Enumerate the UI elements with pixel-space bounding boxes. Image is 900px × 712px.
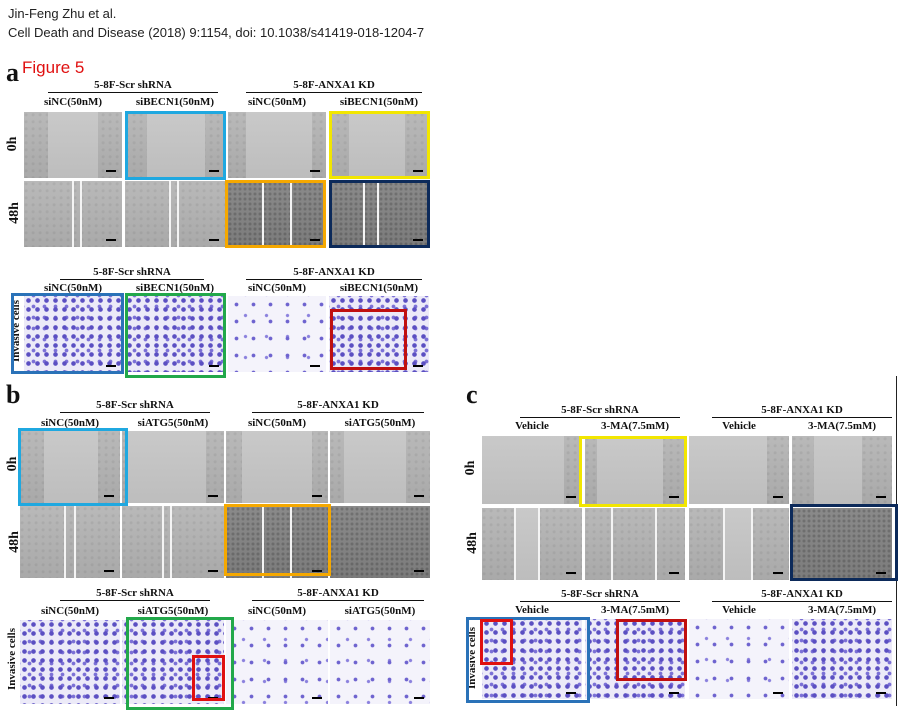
panel-b-row-invasive: Invasive cells xyxy=(6,627,18,691)
panel-a-scratch-cond1: siNC(50nM) xyxy=(43,96,103,108)
panel-c-scratch-group2: 5-8F-ANXA1 KD xyxy=(712,404,892,418)
scratch-image xyxy=(482,436,582,504)
panel-c-row-48h: 48h xyxy=(465,532,480,554)
panel-c-inv-cond2: 3-MA(7.5mM) xyxy=(600,604,670,616)
panel-b-inv-cond2: siATG5(50nM) xyxy=(137,605,209,617)
scratch-image xyxy=(20,431,120,503)
scratch-image xyxy=(689,436,789,504)
scratch-image xyxy=(226,506,328,578)
citation-line: Cell Death and Disease (2018) 9:1154, do… xyxy=(8,25,425,40)
panel-c-scratch-cond1: Vehicle xyxy=(515,420,549,432)
author-line: Jin-Feng Zhu et al. xyxy=(8,6,117,21)
panel-b-inv-group1: 5-8F-Scr shRNA xyxy=(60,587,210,601)
panel-a-inv-cond4: siBECN1(50nM) xyxy=(339,282,419,294)
panel-c-inv-cond3: Vehicle xyxy=(722,604,756,616)
panel-a-inv-group1: 5-8F-Scr shRNA xyxy=(60,266,204,280)
panel-b-letter: b xyxy=(6,380,21,409)
panel-b-scratch-group2: 5-8F-ANXA1 KD xyxy=(252,399,424,413)
panel-b-row-0h: 0h xyxy=(5,456,20,472)
panel-b-inv-group2: 5-8F-ANXA1 KD xyxy=(252,587,424,601)
panel-b-inv-cond3: siNC(50nM) xyxy=(247,605,307,617)
figure-label: Figure 5 xyxy=(22,58,85,77)
scratch-image xyxy=(792,508,892,580)
panel-a-scratch-group2: 5-8F-ANXA1 KD xyxy=(246,79,422,93)
scratch-image xyxy=(329,181,429,247)
panel-c-scratch-cond2: 3-MA(7.5mM) xyxy=(600,420,670,432)
panel-a-row-48h: 48h xyxy=(7,202,22,224)
scratch-image xyxy=(330,431,430,503)
panel-c-scratch-group1: 5-8F-Scr shRNA xyxy=(520,404,680,418)
panel-c-scratch-cond4: 3-MA(7.5mM) xyxy=(807,420,877,432)
panel-a-letter: a xyxy=(6,58,19,87)
scratch-image xyxy=(125,181,225,247)
invasion-image xyxy=(689,619,789,699)
panel-c-inv-cond4: 3-MA(7.5mM) xyxy=(807,604,877,616)
scratch-image xyxy=(20,506,120,578)
panel-a-scratch-cond3: siNC(50nM) xyxy=(247,96,307,108)
panel-c-letter: c xyxy=(466,380,478,409)
panel-a-scratch-cond2: siBECN1(50nM) xyxy=(135,96,215,108)
panel-b-inv-cond4: siATG5(50nM) xyxy=(344,605,416,617)
invasion-image xyxy=(122,620,224,704)
panel-a-row-invasive: Invasive cells xyxy=(10,299,22,363)
panel-c-inv-cond1: Vehicle xyxy=(515,604,549,616)
scratch-image xyxy=(228,112,326,178)
scratch-image xyxy=(122,506,224,578)
scratch-image xyxy=(329,112,429,178)
scratch-image xyxy=(585,436,685,504)
panel-a-scratch-cond4: siBECN1(50nM) xyxy=(339,96,419,108)
panel-divider xyxy=(896,376,897,706)
panel-a-inv-cond1: siNC(50nM) xyxy=(43,282,103,294)
scratch-image xyxy=(689,508,789,580)
scratch-image xyxy=(24,112,122,178)
panel-b-inv-cond1: siNC(50nM) xyxy=(40,605,100,617)
invasion-image xyxy=(24,296,122,372)
invasion-image xyxy=(228,296,326,372)
scratch-image xyxy=(482,508,582,580)
invasion-image xyxy=(482,619,582,699)
panel-b-scratch-cond2: siATG5(50nM) xyxy=(137,417,209,429)
panel-b-scratch-cond1: siNC(50nM) xyxy=(40,417,100,429)
scratch-image xyxy=(228,181,326,247)
scratch-image xyxy=(122,431,224,503)
invasion-image xyxy=(226,620,328,704)
panel-b-scratch-cond3: siNC(50nM) xyxy=(247,417,307,429)
panel-b-scratch-cond4: siATG5(50nM) xyxy=(344,417,416,429)
panel-a-inv-cond3: siNC(50nM) xyxy=(247,282,307,294)
invasion-image xyxy=(329,296,429,372)
panel-a-inv-cond2: siBECN1(50nM) xyxy=(135,282,215,294)
panel-a-scratch-group1: 5-8F-Scr shRNA xyxy=(48,79,218,93)
panel-a-inv-group2: 5-8F-ANXA1 KD xyxy=(246,266,422,280)
panel-c-inv-group1: 5-8F-Scr shRNA xyxy=(520,588,680,602)
invasion-image xyxy=(20,620,120,704)
scratch-image xyxy=(330,506,430,578)
panel-c-scratch-cond3: Vehicle xyxy=(722,420,756,432)
scratch-image xyxy=(585,508,685,580)
scratch-image xyxy=(792,436,892,504)
panel-c-row-0h: 0h xyxy=(463,460,478,476)
panel-c-row-invasive: Invasive cells xyxy=(466,626,478,690)
panel-a-row-0h: 0h xyxy=(5,136,20,152)
panel-b-scratch-group1: 5-8F-Scr shRNA xyxy=(60,399,210,413)
panel-c-inv-group2: 5-8F-ANXA1 KD xyxy=(712,588,892,602)
invasion-image xyxy=(585,619,685,699)
scratch-image xyxy=(226,431,328,503)
invasion-image xyxy=(330,620,430,704)
scratch-image xyxy=(24,181,122,247)
scratch-image xyxy=(125,112,225,178)
invasion-image xyxy=(125,296,225,372)
invasion-image xyxy=(792,619,892,699)
